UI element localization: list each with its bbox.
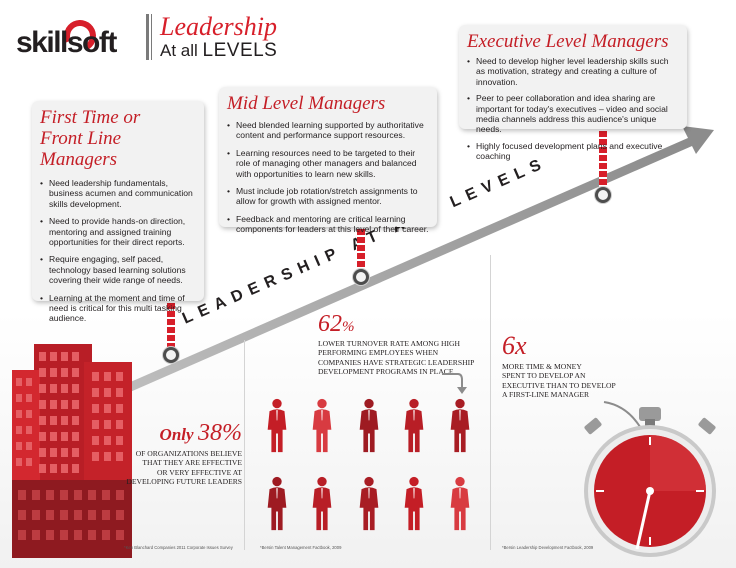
pin-icon: [163, 303, 179, 363]
list-item: Need to develop higher level leadership …: [467, 56, 679, 87]
person-icon: [404, 398, 424, 453]
stat-62-line: development programs in place: [318, 367, 454, 377]
stat-38-percent: Only 38% of organizations believe that t…: [124, 420, 242, 487]
divider-line: [244, 340, 245, 550]
stat-38-prefix: Only: [159, 425, 194, 444]
mid-level-title: Mid Level Managers: [227, 93, 386, 114]
page-subtitle: At all LEVELS: [160, 40, 277, 62]
stat-6x-line: executive than to develop: [502, 380, 616, 390]
source-note: *Bersin Leadership Development Factbook,…: [502, 545, 594, 550]
list-item: Need blended learning supported by autho…: [227, 120, 429, 141]
header-divider-thin: [151, 14, 152, 60]
stat-38-line: developing future leaders: [126, 477, 242, 487]
stat-6x-line: a first-line manager: [502, 390, 590, 400]
stat-38-description: of organizations believe that they are e…: [124, 449, 242, 487]
logo-text: skillsoft: [16, 26, 117, 59]
list-item: Highly focused development plans and exe…: [467, 141, 679, 162]
list-item: Need to provide hands-on direction, ment…: [40, 216, 196, 247]
person-icon: [404, 476, 424, 531]
mid-level-managers-card: Mid Level Managers Need blended learning…: [219, 87, 437, 234]
stat-6x-line: spent to develop an: [502, 371, 586, 381]
person-icon: [450, 398, 470, 453]
list-item: Feedback and mentoring are critical lear…: [227, 214, 429, 235]
building-icon: [12, 344, 132, 558]
person-icon: [312, 476, 332, 531]
stat-38-line: of organizations believe: [135, 449, 242, 458]
source-note: *Bersin Talent Management Factbook, 2009: [260, 545, 342, 550]
person-icon: [359, 476, 379, 531]
stat-62-line: Lower turnover rate among high: [318, 339, 461, 348]
stat-62-unit: %: [342, 319, 355, 335]
executive-managers-card: Executive Level Managers Need to develop…: [459, 25, 687, 161]
stat-62-line: performing employees when: [318, 348, 439, 358]
header-divider: [146, 14, 149, 60]
executive-title: Executive Level Managers: [467, 31, 669, 52]
first-time-title-line2: Front Line Managers: [40, 128, 122, 170]
first-time-managers-card: First Time or Front Line Managers Need l…: [32, 101, 204, 323]
page-title: Leadership: [160, 12, 277, 41]
person-icon: [267, 398, 287, 453]
skillsoft-logo: skillsoft: [16, 14, 144, 64]
subtitle-levels: LEVELS: [202, 40, 278, 61]
list-item: Need leadership fundamentals, business a…: [40, 178, 196, 209]
stat-38-value: 38%: [198, 420, 242, 446]
curved-arrow-icon: [442, 373, 467, 394]
list-item: Peer to peer collaboration and idea shar…: [467, 93, 679, 135]
stat-38-line: or very effective at: [156, 467, 242, 477]
pin-icon: [353, 229, 369, 285]
subtitle-prefix: At all: [160, 41, 198, 60]
stat-6x-value: 6x: [502, 331, 527, 360]
first-time-list: Need leadership fundamentals, business a…: [40, 178, 196, 324]
list-item: Must include job rotation/stretch assign…: [227, 186, 429, 207]
stat-62-percent: 62% Lower turnover rate among high perfo…: [318, 311, 486, 377]
stat-6x-description: More time & money spent to develop an ex…: [502, 362, 632, 400]
executive-list: Need to develop higher level leadership …: [467, 56, 679, 162]
list-item: Learning at the moment and time of need …: [40, 293, 196, 324]
first-time-title-line1: First Time or: [40, 107, 141, 128]
stat-62-description: Lower turnover rate among high performin…: [318, 339, 486, 377]
source-note: *Ken Blanchard Companies 2011 Corporate …: [124, 545, 233, 550]
stat-62-line: companies have strategic leadership: [318, 357, 475, 367]
list-item: Require engaging, self paced, technology…: [40, 254, 196, 285]
mid-level-list: Need blended learning supported by autho…: [227, 120, 429, 235]
stat-38-line: that they are effective: [142, 458, 242, 468]
list-item: Learning resources need to be targeted t…: [227, 148, 429, 179]
first-time-title: First Time or Front Line Managers: [40, 107, 196, 170]
stat-6x: 6x More time & money spent to develop an…: [502, 331, 632, 400]
stat-62-value: 62: [318, 311, 342, 337]
divider-line: [490, 255, 491, 550]
person-icon: [312, 398, 332, 453]
person-icon: [359, 398, 379, 453]
stat-6x-line: More time & money: [502, 362, 582, 371]
person-icon: [267, 476, 287, 531]
stopwatch-icon: [584, 407, 716, 557]
person-icon: [450, 476, 470, 531]
